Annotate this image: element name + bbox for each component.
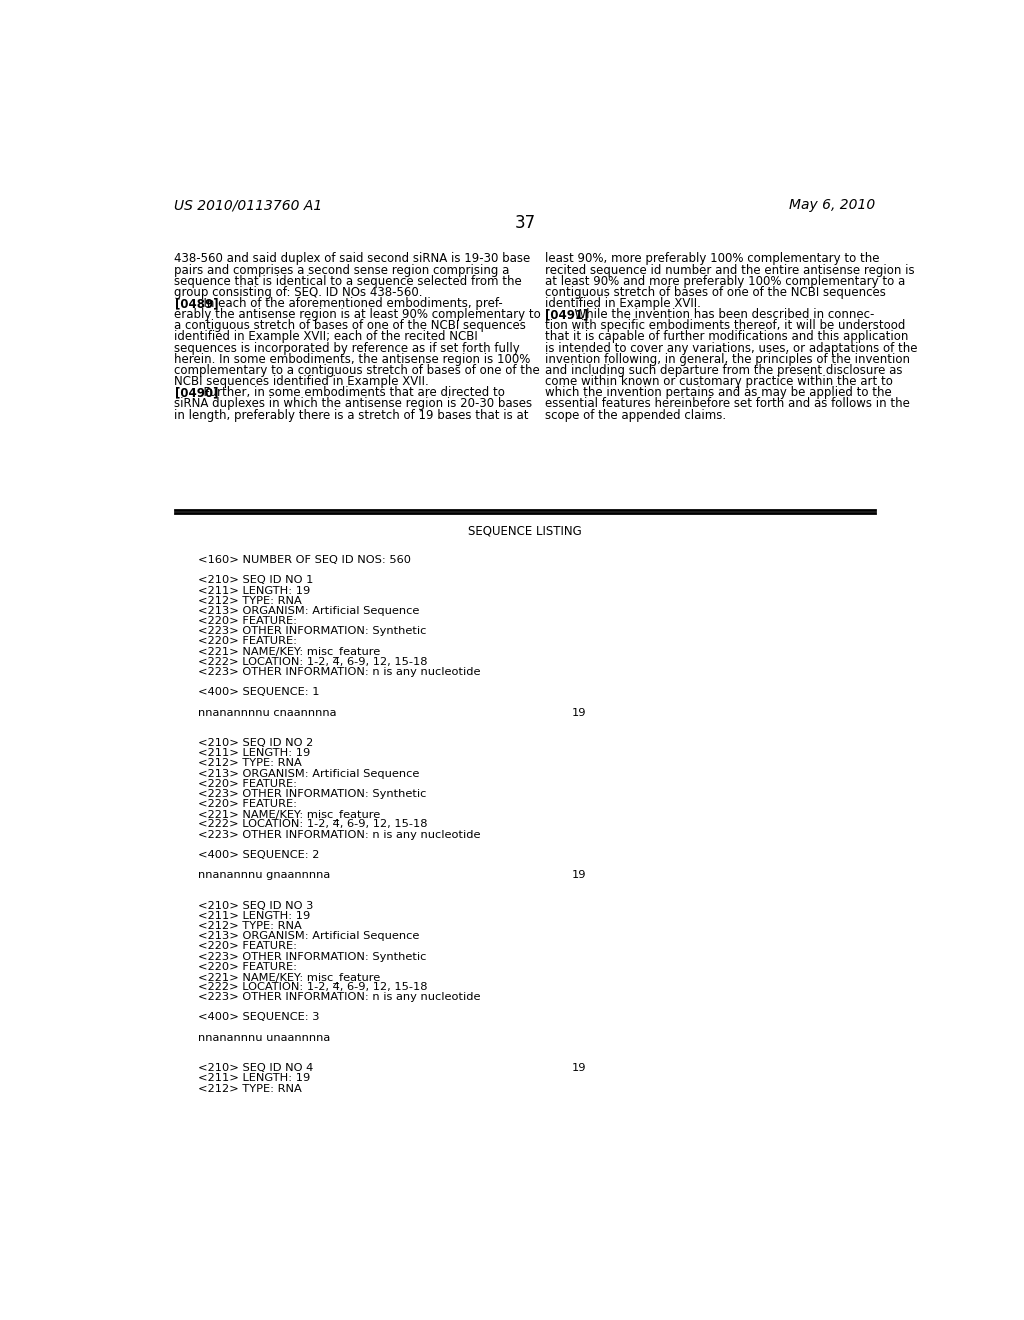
Text: 438-560 and said duplex of said second siRNA is 19-30 base: 438-560 and said duplex of said second s… xyxy=(174,252,530,265)
Text: in length, preferably there is a stretch of 19 bases that is at: in length, preferably there is a stretch… xyxy=(174,409,529,421)
Text: a contiguous stretch of bases of one of the NCBI sequences: a contiguous stretch of bases of one of … xyxy=(174,319,526,333)
Text: US 2010/0113760 A1: US 2010/0113760 A1 xyxy=(174,198,323,213)
Text: <220> FEATURE:: <220> FEATURE: xyxy=(198,962,297,972)
Text: come within known or customary practice within the art to: come within known or customary practice … xyxy=(545,375,893,388)
Text: sequence that is identical to a sequence selected from the: sequence that is identical to a sequence… xyxy=(174,275,522,288)
Text: erably the antisense region is at least 90% complementary to: erably the antisense region is at least … xyxy=(174,308,542,321)
Text: sequences is incorporated by reference as if set forth fully: sequences is incorporated by reference a… xyxy=(174,342,520,355)
Text: nnanannnnu cnaannnna: nnanannnnu cnaannnna xyxy=(198,708,336,718)
Text: recited sequence id number and the entire antisense region is: recited sequence id number and the entir… xyxy=(545,264,914,276)
Text: <212> TYPE: RNA: <212> TYPE: RNA xyxy=(198,595,301,606)
Text: <223> OTHER INFORMATION: Synthetic: <223> OTHER INFORMATION: Synthetic xyxy=(198,789,426,799)
Text: SEQUENCE LISTING: SEQUENCE LISTING xyxy=(468,525,582,539)
Text: invention following, in general, the principles of the invention: invention following, in general, the pri… xyxy=(545,352,910,366)
Text: siRNA duplexes in which the antisense region is 20-30 bases: siRNA duplexes in which the antisense re… xyxy=(174,397,532,411)
Text: pairs and comprises a second sense region comprising a: pairs and comprises a second sense regio… xyxy=(174,264,510,276)
Text: <223> OTHER INFORMATION: Synthetic: <223> OTHER INFORMATION: Synthetic xyxy=(198,626,426,636)
Text: <210> SEQ ID NO 4: <210> SEQ ID NO 4 xyxy=(198,1064,313,1073)
Text: <221> NAME/KEY: misc_feature: <221> NAME/KEY: misc_feature xyxy=(198,809,380,820)
Text: which the invention pertains and as may be applied to the: which the invention pertains and as may … xyxy=(545,387,892,400)
Text: <221> NAME/KEY: misc_feature: <221> NAME/KEY: misc_feature xyxy=(198,647,380,657)
Text: least 90%, more preferably 100% complementary to the: least 90%, more preferably 100% compleme… xyxy=(545,252,880,265)
Text: nnanannnu gnaannnna: nnanannnu gnaannnna xyxy=(198,870,330,880)
Text: complementary to a contiguous stretch of bases of one of the: complementary to a contiguous stretch of… xyxy=(174,364,541,378)
Text: <400> SEQUENCE: 2: <400> SEQUENCE: 2 xyxy=(198,850,319,859)
Text: <220> FEATURE:: <220> FEATURE: xyxy=(198,941,297,952)
Text: <400> SEQUENCE: 1: <400> SEQUENCE: 1 xyxy=(198,688,319,697)
Text: <213> ORGANISM: Artificial Sequence: <213> ORGANISM: Artificial Sequence xyxy=(198,768,419,779)
Text: In each of the aforementioned embodiments, pref-: In each of the aforementioned embodiment… xyxy=(197,297,503,310)
Text: 19: 19 xyxy=(571,870,586,880)
Text: <220> FEATURE:: <220> FEATURE: xyxy=(198,636,297,647)
Text: <210> SEQ ID NO 3: <210> SEQ ID NO 3 xyxy=(198,900,313,911)
Text: <223> OTHER INFORMATION: n is any nucleotide: <223> OTHER INFORMATION: n is any nucleo… xyxy=(198,667,480,677)
Text: [0490]: [0490] xyxy=(174,387,218,400)
Text: <210> SEQ ID NO 1: <210> SEQ ID NO 1 xyxy=(198,576,313,586)
Text: <210> SEQ ID NO 2: <210> SEQ ID NO 2 xyxy=(198,738,313,748)
Text: <211> LENGTH: 19: <211> LENGTH: 19 xyxy=(198,586,310,595)
Text: 19: 19 xyxy=(571,1064,586,1073)
Text: [0489]: [0489] xyxy=(174,297,218,310)
Text: group consisting of: SEQ. ID NOs 438-560.: group consisting of: SEQ. ID NOs 438-560… xyxy=(174,286,423,298)
Text: <213> ORGANISM: Artificial Sequence: <213> ORGANISM: Artificial Sequence xyxy=(198,606,419,616)
Text: <212> TYPE: RNA: <212> TYPE: RNA xyxy=(198,759,301,768)
Text: <223> OTHER INFORMATION: n is any nucleotide: <223> OTHER INFORMATION: n is any nucleo… xyxy=(198,829,480,840)
Text: <400> SEQUENCE: 3: <400> SEQUENCE: 3 xyxy=(198,1012,319,1023)
Text: identified in Example XVII.: identified in Example XVII. xyxy=(545,297,700,310)
Text: herein. In some embodiments, the antisense region is 100%: herein. In some embodiments, the antisen… xyxy=(174,352,530,366)
Text: identified in Example XVII; each of the recited NCBI: identified in Example XVII; each of the … xyxy=(174,330,478,343)
Text: essential features hereinbefore set forth and as follows in the: essential features hereinbefore set fort… xyxy=(545,397,910,411)
Text: <212> TYPE: RNA: <212> TYPE: RNA xyxy=(198,1084,301,1094)
Text: at least 90% and more preferably 100% complementary to a: at least 90% and more preferably 100% co… xyxy=(545,275,905,288)
Text: that it is capable of further modifications and this application: that it is capable of further modificati… xyxy=(545,330,908,343)
Text: <222> LOCATION: 1-2, 4, 6-9, 12, 15-18: <222> LOCATION: 1-2, 4, 6-9, 12, 15-18 xyxy=(198,820,427,829)
Text: NCBI sequences identified in Example XVII.: NCBI sequences identified in Example XVI… xyxy=(174,375,429,388)
Text: <221> NAME/KEY: misc_feature: <221> NAME/KEY: misc_feature xyxy=(198,972,380,982)
Text: contiguous stretch of bases of one of the NCBI sequences: contiguous stretch of bases of one of th… xyxy=(545,286,886,298)
Text: <213> ORGANISM: Artificial Sequence: <213> ORGANISM: Artificial Sequence xyxy=(198,931,419,941)
Text: Further, in some embodiments that are directed to: Further, in some embodiments that are di… xyxy=(197,387,505,400)
Text: <220> FEATURE:: <220> FEATURE: xyxy=(198,779,297,789)
Text: <211> LENGTH: 19: <211> LENGTH: 19 xyxy=(198,748,310,758)
Text: scope of the appended claims.: scope of the appended claims. xyxy=(545,409,726,421)
Text: [0491]: [0491] xyxy=(545,308,589,321)
Text: <211> LENGTH: 19: <211> LENGTH: 19 xyxy=(198,1073,310,1084)
Text: May 6, 2010: May 6, 2010 xyxy=(788,198,876,213)
Text: While the invention has been described in connec-: While the invention has been described i… xyxy=(566,308,874,321)
Text: 19: 19 xyxy=(571,708,586,718)
Text: 37: 37 xyxy=(514,214,536,232)
Text: <211> LENGTH: 19: <211> LENGTH: 19 xyxy=(198,911,310,921)
Text: <223> OTHER INFORMATION: n is any nucleotide: <223> OTHER INFORMATION: n is any nucleo… xyxy=(198,993,480,1002)
Text: <212> TYPE: RNA: <212> TYPE: RNA xyxy=(198,921,301,931)
Text: tion with specific embodiments thereof, it will be understood: tion with specific embodiments thereof, … xyxy=(545,319,905,333)
Text: nnanannnu unaannnna: nnanannnu unaannnna xyxy=(198,1032,330,1043)
Text: <220> FEATURE:: <220> FEATURE: xyxy=(198,799,297,809)
Text: <220> FEATURE:: <220> FEATURE: xyxy=(198,616,297,626)
Text: and including such departure from the present disclosure as: and including such departure from the pr… xyxy=(545,364,902,378)
Text: <222> LOCATION: 1-2, 4, 6-9, 12, 15-18: <222> LOCATION: 1-2, 4, 6-9, 12, 15-18 xyxy=(198,657,427,667)
Text: <222> LOCATION: 1-2, 4, 6-9, 12, 15-18: <222> LOCATION: 1-2, 4, 6-9, 12, 15-18 xyxy=(198,982,427,993)
Text: is intended to cover any variations, uses, or adaptations of the: is intended to cover any variations, use… xyxy=(545,342,918,355)
Text: <223> OTHER INFORMATION: Synthetic: <223> OTHER INFORMATION: Synthetic xyxy=(198,952,426,961)
Text: <160> NUMBER OF SEQ ID NOS: 560: <160> NUMBER OF SEQ ID NOS: 560 xyxy=(198,556,411,565)
